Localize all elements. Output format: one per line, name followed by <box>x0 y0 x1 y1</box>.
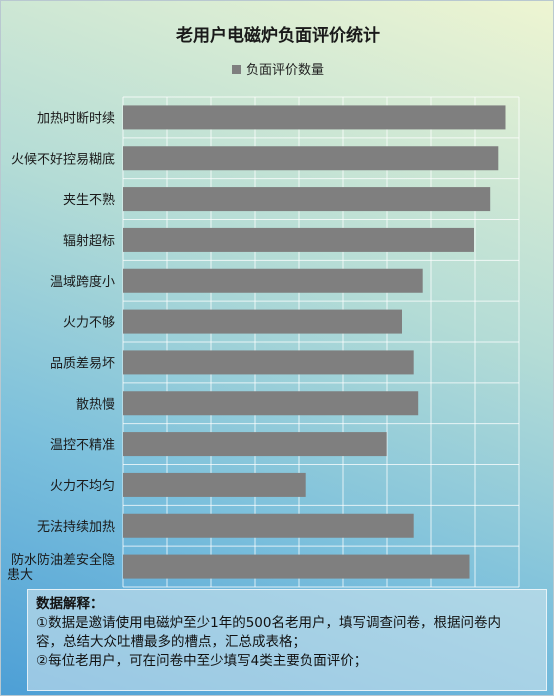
category-label: 加热时断时续 <box>37 111 115 126</box>
bar <box>123 309 402 334</box>
legend-swatch <box>231 65 241 74</box>
data-notes: 数据解释： ①数据是邀请使用电磁炉至少1年的500名老用户，填写调查问卷，根据问… <box>27 589 547 691</box>
bar-chart: 加热时断时续火候不好控易糊底夹生不熟辐射超标温域跨度小火力不够品质差易坏散热慢温… <box>7 96 520 588</box>
notes-line-2: 容，总结大众吐槽最多的槽点，汇总成表格； <box>36 634 306 650</box>
category-label: 温域跨度小 <box>50 274 115 290</box>
category-label: 火力不均匀 <box>50 479 115 494</box>
category-label: 温控不精准 <box>50 438 115 453</box>
bar <box>123 391 419 416</box>
category-label: 辐射超标 <box>63 233 115 249</box>
category-label: 火力不够 <box>63 316 115 331</box>
bar <box>123 268 423 293</box>
bar <box>123 227 474 252</box>
category-label: 防水防油差安全隐患大 <box>7 552 115 583</box>
chart-legend: 负面评价数量 <box>1 59 553 78</box>
category-label: 夹生不熟 <box>63 192 115 208</box>
category-label: 散热慢 <box>76 396 115 412</box>
category-label: 无法持续加热 <box>37 520 115 535</box>
bar <box>123 146 499 171</box>
legend-label: 负面评价数量 <box>245 63 324 78</box>
category-label: 火候不好控易糊底 <box>11 151 115 167</box>
bar <box>123 554 470 579</box>
bar <box>123 187 491 212</box>
category-label: 品质差易坏 <box>50 356 115 371</box>
bar <box>123 432 387 457</box>
notes-line-1: ①数据是邀请使用电磁炉至少1年的500名老用户，填写调查问卷，根据问卷内 <box>36 615 501 631</box>
notes-line-3: ②每位老用户，可在问卷中至少填写4类主要负面评价； <box>36 653 368 669</box>
bar <box>123 513 414 538</box>
notes-title: 数据解释： <box>36 596 104 612</box>
bar <box>123 350 414 375</box>
bar <box>123 105 506 130</box>
chart-title: 老用户电磁炉负面评价统计 <box>176 26 380 46</box>
bar <box>123 472 306 497</box>
